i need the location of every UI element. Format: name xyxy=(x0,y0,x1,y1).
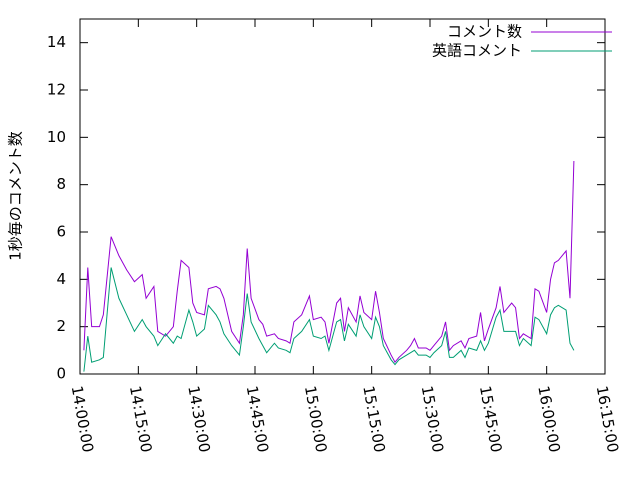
x-tick-label: 14:00:00 xyxy=(68,384,97,453)
y-tick-label: 10 xyxy=(47,128,66,146)
y-tick-label: 8 xyxy=(56,175,66,193)
y-tick-label: 6 xyxy=(56,223,66,241)
legend-label: 英語コメント xyxy=(432,42,522,60)
x-tick-label: 15:00:00 xyxy=(301,384,330,453)
y-tick-label: 4 xyxy=(56,270,66,288)
x-tick-label: 15:15:00 xyxy=(359,384,388,453)
y-tick-label: 14 xyxy=(47,33,66,51)
y-axis-label: 1秒毎のコメント数 xyxy=(7,131,25,261)
legend-label: コメント数 xyxy=(447,23,522,41)
x-tick-label: 16:15:00 xyxy=(593,384,622,453)
plot-frame xyxy=(79,18,606,375)
x-tick-label: 16:00:00 xyxy=(534,384,563,453)
x-tick-label: 15:45:00 xyxy=(476,384,505,453)
y-tick-label: 0 xyxy=(56,365,66,383)
x-tick-label: 14:45:00 xyxy=(243,384,272,453)
series-line xyxy=(83,160,575,364)
x-tick-label: 14:15:00 xyxy=(126,384,155,453)
x-tick-label: 14:30:00 xyxy=(184,384,213,453)
y-tick-label: 12 xyxy=(47,81,66,99)
x-tick-label: 15:30:00 xyxy=(418,384,447,453)
y-tick-label: 2 xyxy=(56,317,66,335)
series-line xyxy=(83,267,575,372)
